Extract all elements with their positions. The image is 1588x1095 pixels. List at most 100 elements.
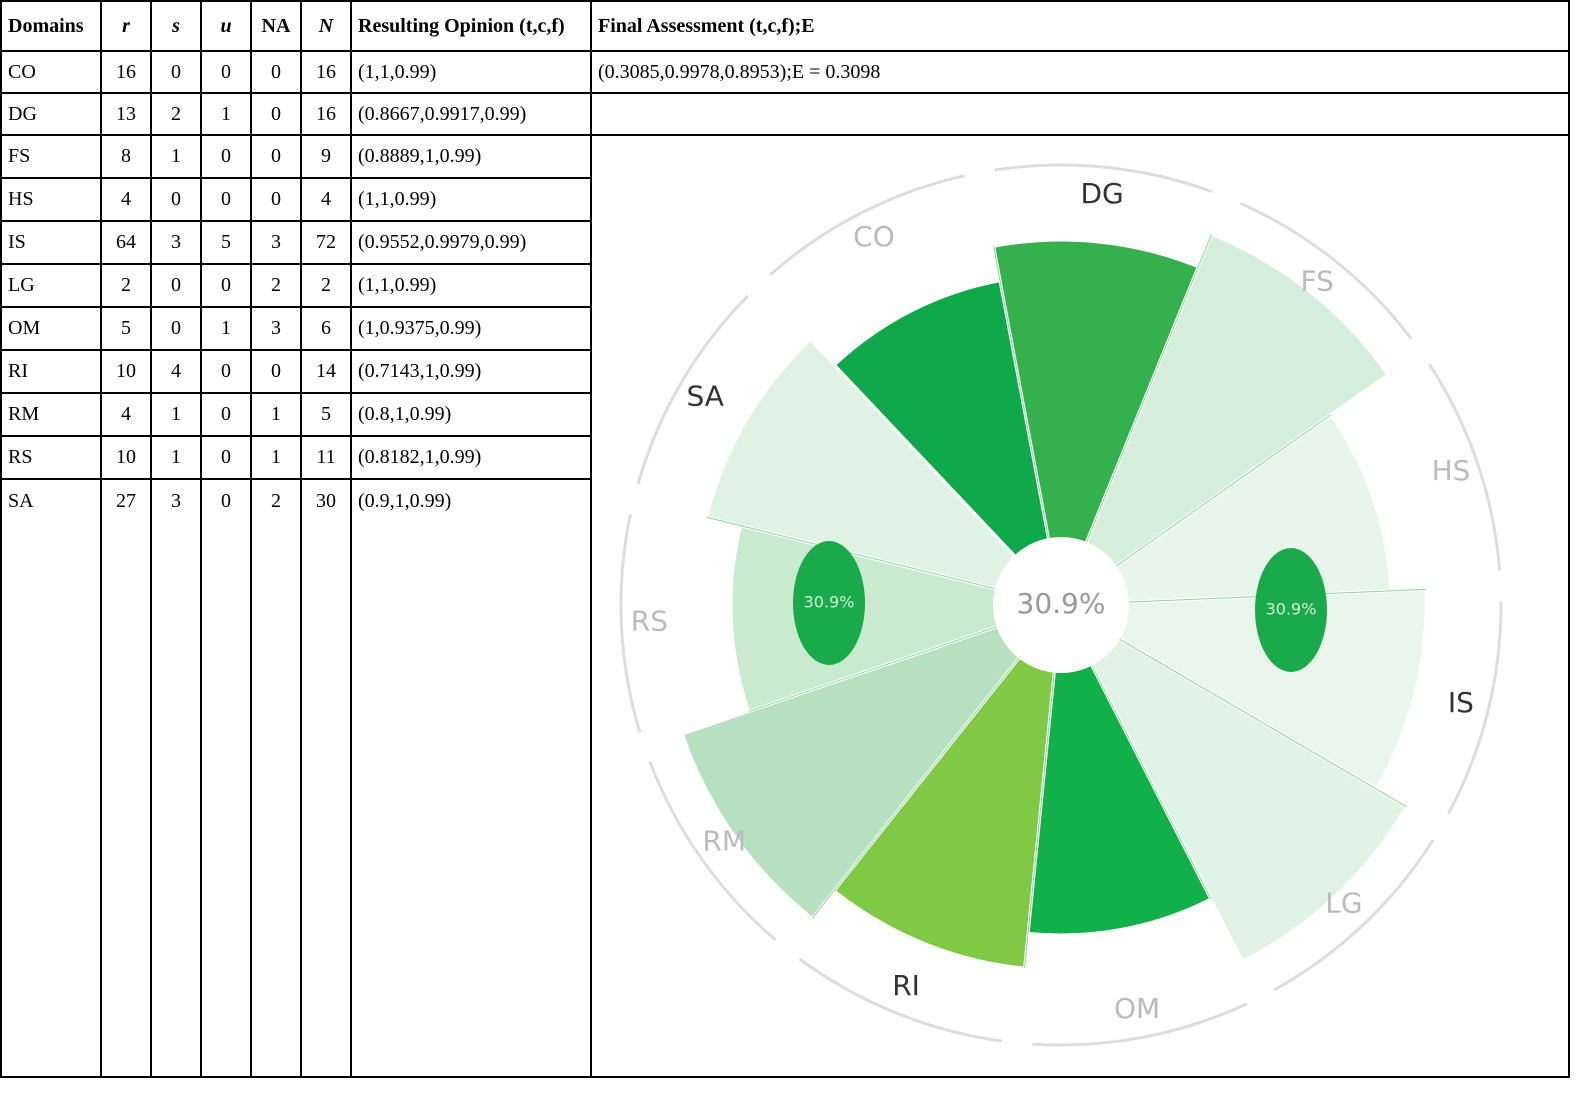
table-row: RM 4 1 0 1 5 (0.8,1,0.99) — [0, 391, 1569, 437]
table-cell: 3 — [250, 219, 302, 265]
table-cell: 0 — [150, 50, 202, 94]
table-cell: 0 — [200, 262, 252, 308]
table-cell: 5 — [300, 391, 352, 437]
table-cell: DG — [0, 92, 102, 136]
header-cell: N — [300, 0, 352, 52]
header-cell: r — [100, 0, 152, 52]
table-cell: 72 — [300, 219, 352, 265]
table-cell: 14 — [300, 348, 352, 394]
final-assessment: (0.3085,0.9978,0.8953);E = 0.3098 — [590, 50, 1570, 94]
table-cell: 11 — [300, 434, 352, 480]
table-cell: 0 — [200, 434, 252, 480]
header-cell: Resulting Opinion (t,c,f) — [350, 0, 592, 52]
table-cell: (0.8,1,0.99) — [350, 391, 592, 437]
table-cell: HS — [0, 176, 102, 222]
table-cell: 5 — [100, 305, 152, 351]
table-cell: 2 — [150, 92, 202, 136]
outer-ring — [619, 513, 642, 733]
table-cell: 4 — [100, 391, 152, 437]
wheel-label: OM — [1114, 992, 1160, 1025]
table-cell: (1,1,0.99) — [350, 50, 592, 94]
wheel-label: DG — [1080, 177, 1123, 210]
table-cell: (0.9,1,0.99) — [350, 477, 592, 1079]
table-cell: 5 — [200, 219, 252, 265]
table-cell: 3 — [150, 477, 202, 1079]
sub-wheel-label: 30.9% — [804, 593, 855, 612]
table-cell: 1 — [250, 391, 302, 437]
table-cell: 0 — [250, 348, 302, 394]
table-body: CO 16 0 0 0 16 (1,1,0.99) (0.3085,0.9978,0.8953… — [0, 50, 1570, 1079]
table-cell: 0 — [200, 348, 252, 394]
table-cell: 10 — [100, 348, 152, 394]
wheel-label: CO — [853, 220, 895, 253]
table-cell: 16 — [100, 50, 152, 94]
table-row: HS 4 0 0 0 4 (1,1,0.99) — [0, 176, 1569, 222]
outer-ring — [1273, 839, 1435, 992]
wheel-label: RM — [702, 824, 746, 857]
outer-ring — [648, 760, 777, 941]
table-cell: 64 — [100, 219, 152, 265]
table-cell: RI — [0, 348, 102, 394]
table-cell: (1,1,0.99) — [350, 262, 592, 308]
outer-ring — [1239, 201, 1413, 340]
table-cell: CO — [0, 50, 102, 94]
header-cell: NA — [250, 0, 302, 52]
table-row: DG 13 2 1 0 16 (0.8667,0.9917,0.99) — [0, 92, 1570, 136]
wheel-sector — [1057, 232, 1391, 610]
header-cell: u — [200, 0, 252, 52]
data-table: Domains r s u NA N Resulting Opinion (t,c,f) Fi… — [0, 0, 1570, 1079]
table-cell: 0 — [250, 134, 302, 179]
wheel-sector — [1057, 601, 1409, 964]
table-cell: 2 — [100, 262, 152, 308]
wheel-figure: CO DG FS HS IS LG OM RI RM RS SA 30.9% 30.9% 30.9% — [619, 163, 1503, 1047]
table-cell: 0 — [150, 305, 202, 351]
wheel-label: RI — [892, 969, 920, 1002]
table-cell: (0.9552,0.9979,0.99) — [350, 219, 592, 265]
table-cell: FS — [0, 134, 102, 179]
outer-ring — [636, 294, 749, 485]
table-cell: 16 — [300, 92, 352, 136]
table-row: RS 10 1 0 1 11 (0.8182,1,0.99) — [0, 434, 1569, 480]
table-cell: 13 — [100, 92, 152, 136]
wheel-sector — [831, 600, 1064, 970]
table-cell: 16 — [300, 50, 352, 94]
wheel-sector — [832, 278, 1064, 610]
table-row: CO 16 0 0 0 16 (1,1,0.99) (0.3085,0.9978,0.8953… — [0, 50, 1570, 94]
table-cell: 2 — [250, 477, 302, 1079]
sub-wheel-label: 30.9% — [1266, 600, 1317, 619]
table-cell: 1 — [200, 92, 252, 136]
empty-cell — [590, 92, 1570, 136]
table-cell: (1,1,0.99) — [350, 176, 592, 222]
table-cell: 1 — [150, 391, 202, 437]
table-cell: 0 — [250, 50, 302, 94]
table-cell: 10 — [100, 434, 152, 480]
table-row: IS 64 3 5 3 72 (0.9552,0.9979,0.99) — [0, 219, 1569, 265]
table-cell: 0 — [150, 262, 202, 308]
header-cell: Final Assessment (t,c,f);E — [590, 0, 1570, 52]
table-cell: 0 — [200, 391, 252, 437]
table-cell: (0.8667,0.9917,0.99) — [350, 92, 592, 136]
table-cell: (0.7143,1,0.99) — [350, 348, 592, 394]
image-cell: CO DG FS HS IS LG OM RI RM RS SA 30.9% 30.9% 30.9% — [590, 134, 1570, 1078]
table-cell: 4 — [300, 176, 352, 222]
outer-ring — [798, 957, 1003, 1043]
table-cell: 3 — [250, 305, 302, 351]
table-cell: 0 — [200, 134, 252, 179]
table-cell: 27 — [100, 477, 152, 1079]
table-cell: 4 — [150, 348, 202, 394]
table-cell: (1,0.9375,0.99) — [350, 305, 592, 351]
table-cell: 1 — [250, 434, 302, 480]
table-row: RI 10 4 0 0 14 (0.7143,1,0.99) — [0, 348, 1569, 394]
table-cell: 2 — [300, 262, 352, 308]
table-cell: IS — [0, 219, 102, 265]
outer-ring — [769, 174, 966, 276]
table-cell: 3 — [150, 219, 202, 265]
wheel-label: FS — [1301, 264, 1334, 297]
table-cell: 8 — [100, 134, 152, 179]
table-cell: 2 — [250, 262, 302, 308]
outer-ring — [1447, 601, 1503, 815]
table-cell: (0.8182,1,0.99) — [350, 434, 592, 480]
table-row: FS 8 1 0 0 9 (0.8889,1,0.99) CO DG FS HS IS LG OM RI RM… — [0, 134, 1570, 1078]
table-cell: LG — [0, 262, 102, 308]
outer-ring — [1427, 363, 1502, 571]
